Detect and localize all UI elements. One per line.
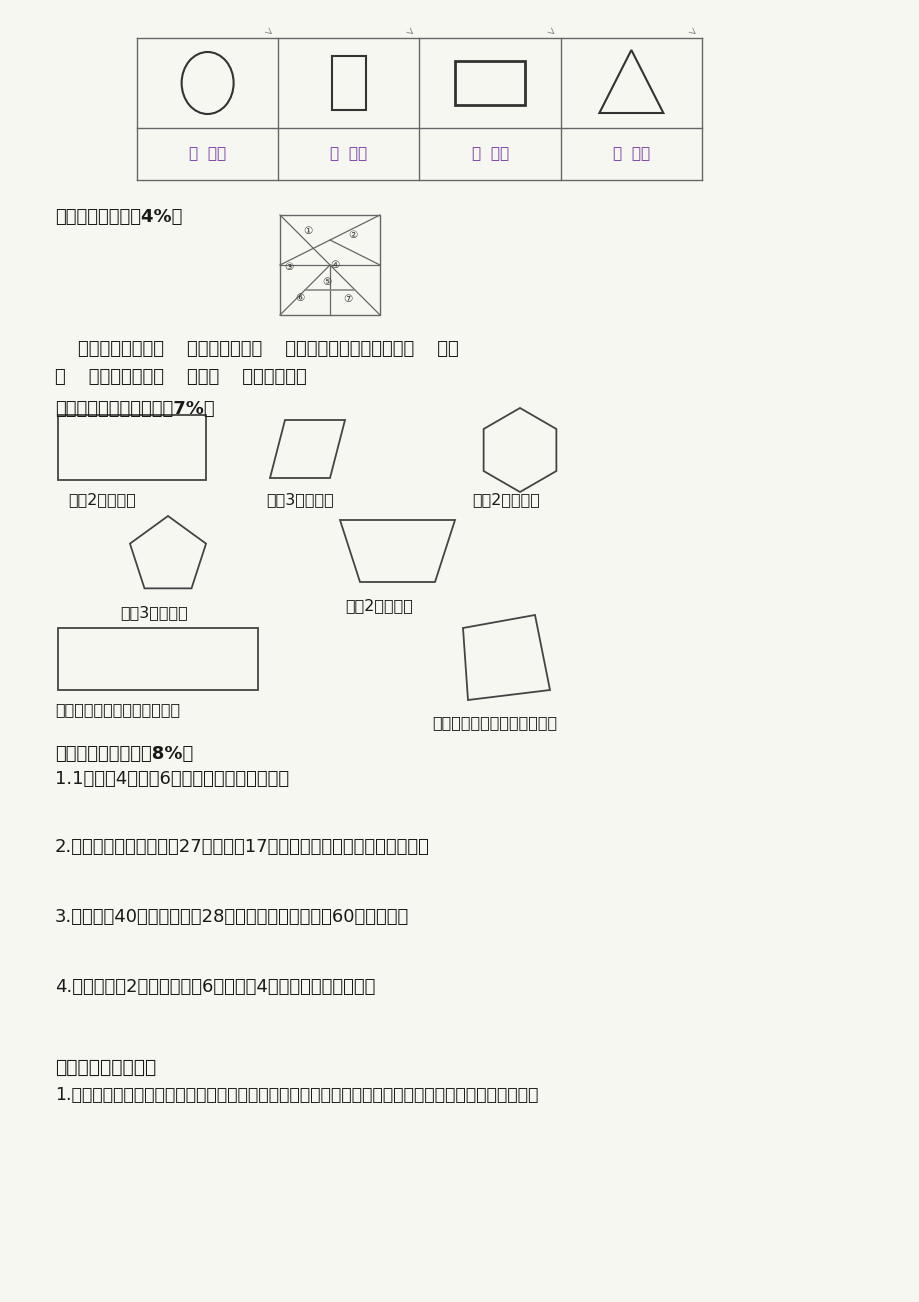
Text: 十三、智力大冲浪。: 十三、智力大冲浪。: [55, 1059, 156, 1077]
Text: ②: ②: [348, 230, 357, 240]
Text: 4.兰兰家栽了2行桃树，一行6棵，一行4棵。一共栽了多少棵？: 4.兰兰家栽了2行桃树，一行6棵，一行4棵。一共栽了多少棵？: [55, 978, 375, 996]
Text: ⑤: ⑤: [322, 277, 331, 286]
Text: 分成3个三角形: 分成3个三角形: [266, 492, 334, 506]
Text: 2.明明写大字，已经写了27个，还剩17个没有写，明明一共要写多少个？: 2.明明写大字，已经写了27个，还剩17个没有写，明明一共要写多少个？: [55, 838, 429, 855]
Text: 1.在一张长方形的纸上剪去一个三角形，剩下的可能会是什么图形？请你画一画，并把剩下的图形用铅笔: 1.在一张长方形的纸上剪去一个三角形，剩下的可能会是什么图形？请你画一画，并把剩…: [55, 1086, 538, 1104]
Bar: [455, 61, 525, 105]
Text: ③: ③: [284, 262, 293, 272]
Text: 3.一件上衣40元，一条裤子28元。买这样的一套衣服60元够不够？: 3.一件上衣40元，一条裤子28元。买这样的一套衣服60元够不够？: [55, 907, 409, 926]
Text: （  ）个: （ ）个: [471, 147, 508, 161]
Text: 1.1支钢笔4元，买6支同样的钢笔要多少钱？: 1.1支钢笔4元，买6支同样的钢笔要多少钱？: [55, 769, 289, 788]
Text: 在七巧板中共有（    ）个三角形，（    ）个四边形。三角形中，（    ）和: 在七巧板中共有（ ）个三角形，（ ）个四边形。三角形中，（ ）和: [55, 340, 459, 358]
Bar: [58, 628, 257, 690]
Text: ①: ①: [303, 227, 312, 236]
Text: ④: ④: [330, 260, 339, 270]
Bar: [58, 415, 206, 480]
Text: 分成2个四边形: 分成2个四边形: [345, 598, 413, 613]
Text: （  ）个: （ ）个: [189, 147, 226, 161]
Text: 十、想想填填。（4%）: 十、想想填填。（4%）: [55, 208, 182, 227]
Text: ⑥: ⑥: [295, 293, 304, 303]
Text: 分成2个三角形: 分成2个三角形: [68, 492, 136, 506]
Text: 分成2个五边形: 分成2个五边形: [471, 492, 539, 506]
Text: ⑦: ⑦: [343, 294, 352, 303]
Text: 十一、按要求画一画。（7%）: 十一、按要求画一画。（7%）: [55, 400, 214, 418]
Bar: [279, 215, 380, 315]
Text: 分成一个三角形和一个四边形: 分成一个三角形和一个四边形: [432, 715, 557, 730]
Text: 分成3个三角形: 分成3个三角形: [119, 605, 187, 620]
Text: 十二、解决问题。（8%）: 十二、解决问题。（8%）: [55, 745, 193, 763]
Text: 分成一个三角形和一个四边形: 分成一个三角形和一个四边形: [55, 702, 180, 717]
Text: （    ）大小相等，（    ）和（    ）大小相等。: （ ）大小相等，（ ）和（ ）大小相等。: [55, 368, 306, 385]
Text: （  ）个: （ ）个: [612, 147, 649, 161]
Bar: [332, 56, 366, 109]
Text: （  ）个: （ ）个: [330, 147, 367, 161]
